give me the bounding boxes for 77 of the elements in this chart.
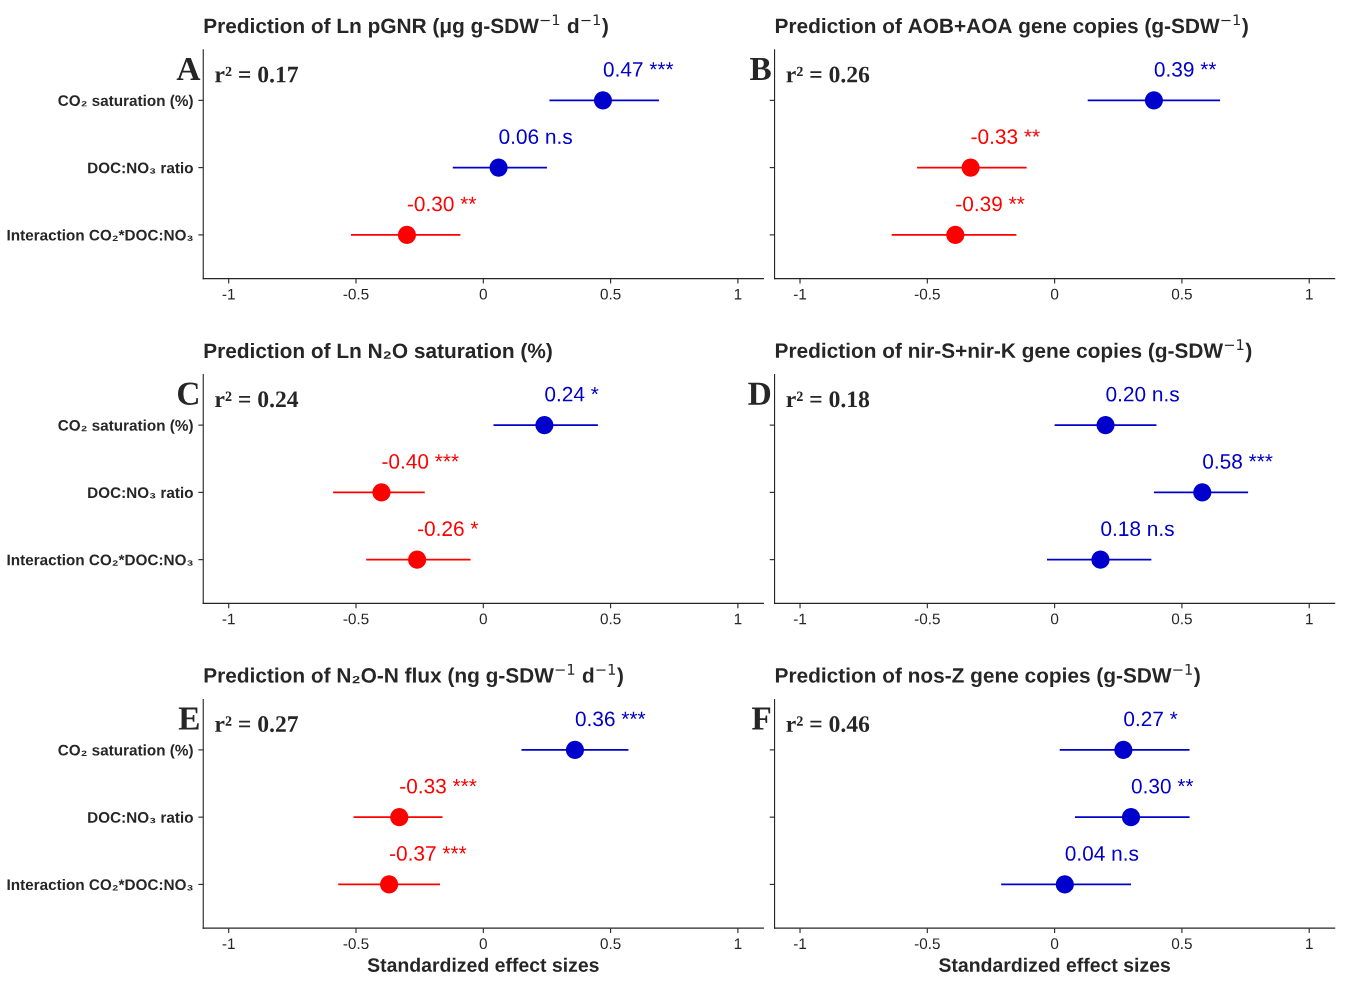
text: E (178, 707, 199, 730)
annotation: r² = 0.17 (215, 66, 299, 83)
x-tick-label: -1 (222, 288, 235, 300)
x-tick-label: -1 (793, 288, 807, 300)
data-label: 0.20 n.s (1106, 386, 1179, 402)
y-tick-label: DOC:NO₃ ratio (88, 162, 193, 174)
x-tick-label: -0.5 (343, 613, 369, 625)
x-tick-label: -1 (222, 938, 235, 949)
text: A (176, 57, 201, 80)
x-tick-label: 0 (479, 613, 487, 625)
data-label: 0.27 * (1124, 711, 1178, 727)
x-tick-label: -0.5 (343, 288, 369, 300)
chart-title: Prediction of N₂O-N flux (ng g-SDW$^{−1}$ d$^{−1}$) (204, 664, 623, 688)
annotation: D (748, 382, 771, 405)
x-tick-label: 0.5 (600, 288, 621, 300)
x-tick-label: 0 (479, 288, 487, 300)
y-tick-label: CO₂ saturation (%) (58, 419, 193, 434)
x-tick-label: 0.5 (1171, 613, 1192, 625)
y-tick-label: DOC:NO₃ ratio (88, 486, 193, 499)
x-axis-title: Standardized effect sizes (939, 957, 1170, 972)
data-label: 0.36 *** (575, 711, 646, 727)
data-label: -0.37 *** (390, 846, 467, 861)
x-tick-label: 0.5 (1171, 938, 1192, 950)
data-label: 0.04 n.s (1065, 846, 1139, 861)
x-tick-label: 1 (1306, 613, 1313, 625)
x-tick-label: 0.5 (600, 938, 621, 950)
chart-title: Prediction of nos-Z gene copies (g-SDW$^{−1}$) (775, 664, 1200, 688)
x-tick-label: 0.5 (600, 613, 621, 625)
annotation: r² = 0.27 (215, 716, 299, 733)
x-tick-label: 0 (1050, 613, 1059, 625)
x-tick-label: -1 (222, 613, 235, 625)
y-tick-label: DOC:NO₃ ratio (88, 811, 193, 824)
y-tick-label: Interaction CO₂*DOC:NO₃ (7, 229, 193, 241)
annotation: r² = 0.24 (215, 391, 299, 408)
data-label: 0.06 n.s (499, 129, 572, 145)
annotation: r² = 0.18 (786, 391, 870, 408)
chart-title: Prediction of Ln N₂O saturation (%) (204, 342, 552, 363)
x-tick-label: -1 (793, 613, 807, 625)
chart-title: Prediction of nir-S+nir-K gene copies (g-SDW$^{−1}$) (775, 339, 1252, 363)
data-label: -0.30 ** (407, 196, 477, 212)
data-label: -0.39 ** (956, 196, 1025, 212)
chart-title: Prediction of AOB+AOA gene copies (g-SDW$^{−1}$) (775, 14, 1248, 38)
data-label: 0.18 n.s (1101, 521, 1174, 537)
text: C (178, 382, 198, 405)
data-label: 0.24 * (545, 386, 599, 402)
data-label: 0.47 *** (603, 62, 674, 77)
x-tick-label: -0.5 (914, 288, 940, 300)
data-label: 0.58 *** (1203, 454, 1273, 469)
x-tick-label: 0 (1050, 938, 1059, 950)
x-tick-label: 0.5 (1171, 288, 1192, 300)
x-tick-label: 1 (734, 938, 742, 949)
x-tick-label: 1 (734, 288, 742, 300)
x-tick-label: -1 (793, 938, 807, 949)
y-tick-label: CO₂ saturation (%) (58, 94, 193, 110)
annotation: F (751, 707, 771, 730)
x-tick-label: 1 (1306, 938, 1313, 949)
data-label: 0.39 ** (1154, 62, 1217, 77)
annotation: r² = 0.26 (786, 66, 870, 83)
y-tick-label: Interaction CO₂*DOC:NO₃ (7, 878, 193, 891)
x-tick-label: 0 (1050, 288, 1059, 300)
x-tick-label: -0.5 (914, 613, 940, 625)
data-label: -0.33 ** (971, 129, 1040, 145)
y-tick-label: Interaction CO₂*DOC:NO₃ (7, 554, 193, 566)
data-label: -0.40 *** (382, 454, 459, 469)
x-tick-label: 0 (479, 938, 487, 950)
chart-title: Prediction of Ln pGNR (μg g-SDW$^{−1}$ d$^{−1}$) (204, 14, 608, 38)
x-tick-label: 1 (734, 613, 742, 625)
data-label: -0.26 * (418, 521, 479, 537)
annotation: B (750, 58, 771, 80)
data-label: 0.30 ** (1131, 778, 1194, 794)
data-label: -0.33 *** (400, 778, 477, 794)
x-tick-label: -0.5 (914, 938, 940, 950)
annotation: r² = 0.46 (786, 716, 870, 733)
x-tick-label: 1 (1306, 288, 1313, 300)
x-tick-label: -0.5 (343, 938, 369, 950)
x-axis-title: Standardized effect sizes (367, 957, 599, 972)
y-tick-label: CO₂ saturation (%) (58, 744, 193, 759)
